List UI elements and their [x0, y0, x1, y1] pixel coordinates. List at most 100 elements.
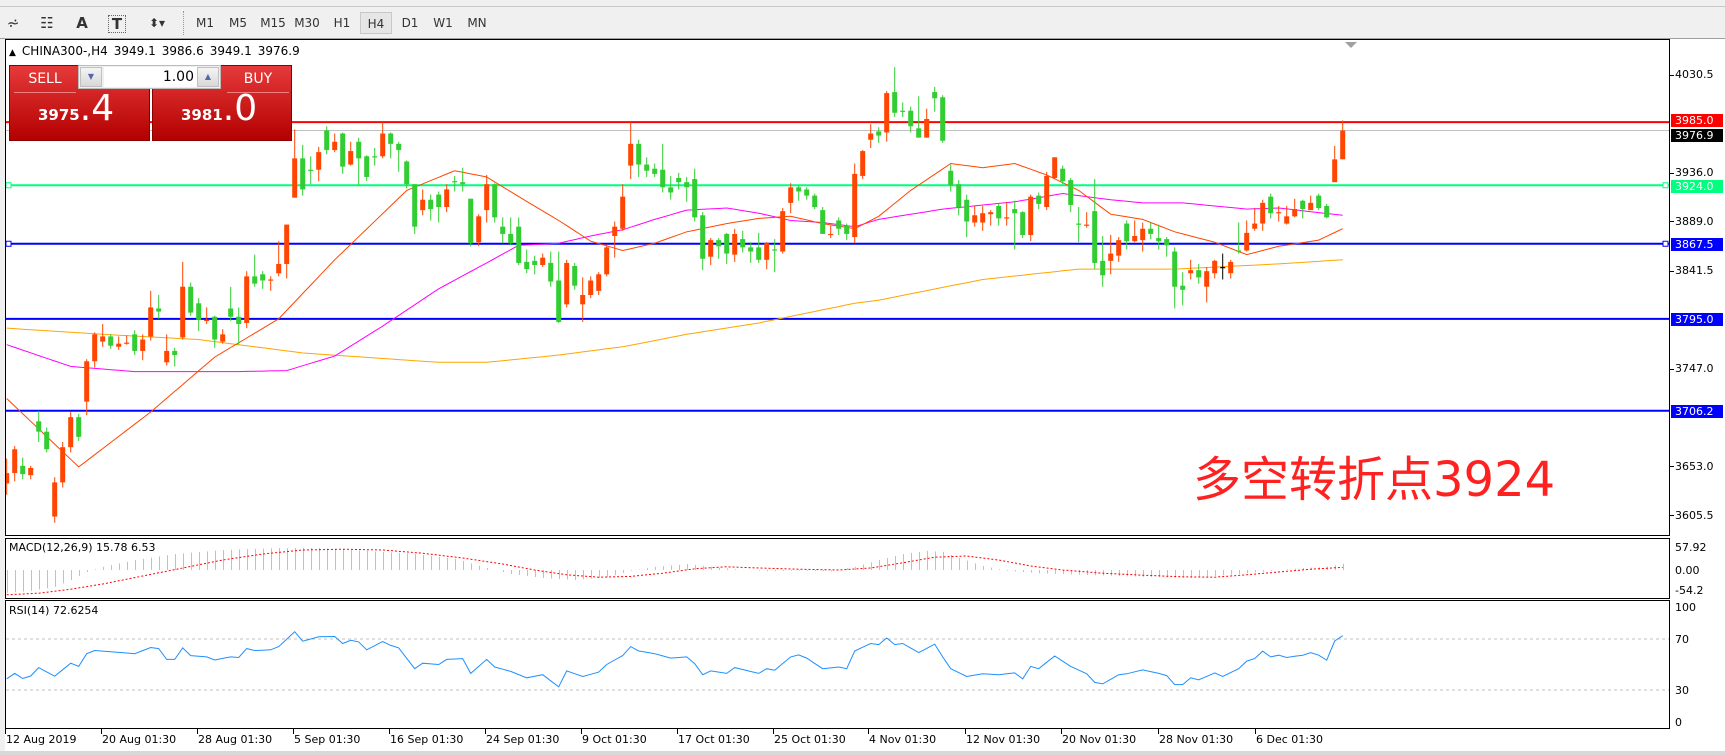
candle [1004, 201, 1010, 226]
candle [772, 239, 778, 273]
candle [644, 157, 650, 177]
lot-size-input[interactable] [104, 67, 197, 87]
candle-body [972, 215, 978, 223]
timeframe-w1[interactable]: W1 [433, 16, 453, 30]
timeframe-m1[interactable]: M1 [196, 16, 214, 30]
chart-shift-marker[interactable] [1345, 42, 1357, 48]
candle-body [1180, 285, 1186, 290]
candle [900, 102, 906, 117]
elliott-wave-icon[interactable]: ⩫ [6, 14, 20, 32]
candle [92, 332, 98, 368]
low-value: 3949.1 [209, 44, 252, 58]
candle-body [1076, 223, 1082, 225]
top-strip [0, 0, 1725, 7]
horizontal-lines[interactable] [6, 121, 1669, 412]
candle-body [900, 110, 906, 112]
candle-body [564, 262, 570, 305]
candle-body [236, 316, 242, 324]
line-handle[interactable] [6, 240, 12, 247]
buy-button[interactable]: BUY 3981.0 [152, 65, 292, 141]
candle [1092, 179, 1098, 270]
fibonacci-grid-icon[interactable]: ☷ [40, 14, 54, 32]
annotation-text[interactable]: 多空转折点3924 [1193, 452, 1556, 508]
timeframe-m30[interactable]: M30 [294, 16, 320, 30]
candle-body [788, 187, 794, 203]
status-bar [0, 751, 1725, 755]
candle-body [1124, 223, 1130, 242]
buy-label: BUY [227, 66, 289, 93]
current-price-tag: 3976.9 [1671, 129, 1723, 142]
candle [12, 446, 18, 482]
rsi-series [6, 630, 1669, 691]
candle-body [588, 280, 594, 296]
candle-body [724, 233, 730, 254]
close-value: 3976.9 [257, 44, 300, 58]
candle [420, 189, 426, 216]
candle [1148, 222, 1154, 240]
candle-body [84, 361, 90, 402]
line-handle[interactable] [6, 182, 12, 189]
candle-body [260, 274, 266, 281]
candle [436, 191, 442, 223]
timeframe-m15[interactable]: M15 [260, 16, 286, 30]
timeframe-h4[interactable]: H4 [360, 12, 392, 34]
toolbar: ⩫ ☷ A T ⬍▾ M1 M5 M15 M30 H1 H4 D1 W1 MN [0, 7, 1725, 39]
candle-body [412, 184, 418, 227]
toolbar-separator [183, 11, 186, 35]
candle-body [1108, 253, 1114, 261]
candle-body [444, 189, 450, 208]
text-icon[interactable]: A [76, 14, 88, 32]
candle [1108, 234, 1114, 275]
candle-body [164, 350, 170, 363]
candle [188, 282, 194, 316]
candle [276, 241, 282, 277]
candle-body [1028, 196, 1034, 235]
candle-body [468, 198, 474, 244]
candle-body [1148, 228, 1154, 234]
timeframe-h1[interactable]: H1 [333, 16, 351, 30]
date-label: 28 Nov 01:30 [1159, 733, 1234, 746]
timeframe-d1[interactable]: D1 [401, 16, 419, 30]
candle-body [1068, 180, 1074, 205]
lot-increase-button[interactable]: ▲ [197, 67, 219, 87]
candle [492, 183, 498, 223]
candle [972, 205, 978, 227]
macd-title: MACD(12,26,9) 15.78 6.53 [9, 541, 156, 554]
candle-body [644, 164, 650, 171]
candle-body [228, 308, 234, 317]
text-label-icon[interactable]: T [108, 15, 126, 33]
line-handle[interactable] [1662, 182, 1669, 189]
candle [164, 334, 170, 366]
candle-body [20, 465, 26, 475]
timeframe-mn[interactable]: MN [467, 16, 487, 30]
candle [652, 163, 658, 177]
candle-body [852, 173, 858, 238]
direction-up-icon: ▲ [9, 48, 16, 58]
candle [1052, 157, 1058, 180]
candle [404, 160, 410, 189]
candle-body [1260, 202, 1266, 224]
candle [460, 167, 466, 192]
line-handle[interactable] [1662, 240, 1669, 247]
ma-fast-line [6, 162, 1343, 468]
timeframe-m5[interactable]: M5 [229, 16, 247, 30]
candle-body [140, 339, 146, 351]
arrows-icon[interactable]: ⬍▾ [148, 16, 166, 30]
candle-body [948, 170, 954, 186]
candle [1020, 211, 1026, 239]
moving-averages [6, 162, 1343, 468]
lot-decrease-button[interactable]: ▼ [80, 67, 102, 87]
candle-body [1116, 240, 1122, 256]
candle-body [60, 447, 66, 483]
candle [756, 232, 762, 263]
candle-body [764, 243, 770, 260]
candle-body [196, 303, 202, 320]
date-label: 17 Oct 01:30 [678, 733, 750, 746]
date-label: 6 Dec 01:30 [1256, 733, 1323, 746]
candle [204, 307, 210, 324]
candle-body [612, 226, 618, 236]
candle-body [484, 184, 490, 211]
date-label: 16 Sep 01:30 [390, 733, 464, 746]
candle-body [756, 247, 762, 260]
